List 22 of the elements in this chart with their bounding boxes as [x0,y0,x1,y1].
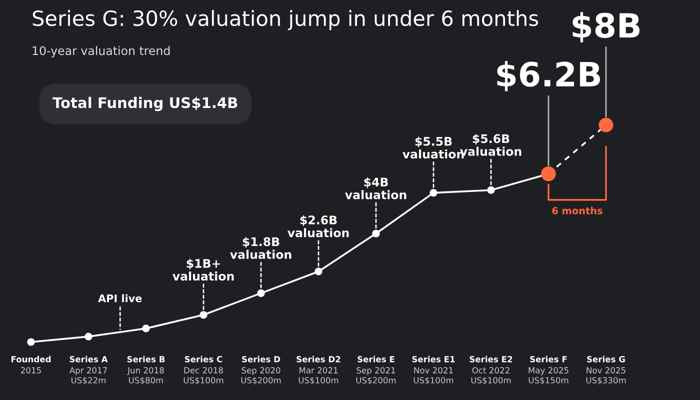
x-tick-label: Series E2 Oct 2022 US$100m [470,356,512,385]
annotation: 6 months [552,206,602,214]
text: Total Funding US$1.4B [52,96,238,112]
chart-subtitle: 10-year valuation trend [32,46,170,58]
annotation: API live [98,294,142,302]
x-tick-label: Series E1 Nov 2021 US$100m [412,356,455,385]
data-label: $8B [572,12,640,42]
x-tick-label: Series A Apr 2017 US$22m [69,356,108,385]
x-tick-label: Series C Dec 2018 US$100m [184,356,224,385]
x-tick-label: Founded 2015 [12,356,51,374]
data-label: $4B valuation [345,177,406,200]
chart-title: Series G: 30% valuation jump in under 6 months [32,10,538,30]
x-tick-label: Series G Nov 2025 US$330m [586,356,626,385]
x-tick-label: Series E Sep 2021 US$200m [356,356,396,385]
data-label: $6.2B [497,61,600,92]
data-label: $1.8B valuation [230,237,292,259]
x-tick-label: Series B Jun 2018 US$80m [127,356,165,385]
data-label: $2.6B valuation [288,215,349,238]
x-tick-label: Series F May 2025 US$150m [528,356,568,385]
x-tick-label: Series D Sep 2020 US$200m [241,356,281,385]
data-label: $1B+ valuation [172,258,234,281]
x-tick-label: Series D2 Mar 2021 US$100m [296,356,340,385]
